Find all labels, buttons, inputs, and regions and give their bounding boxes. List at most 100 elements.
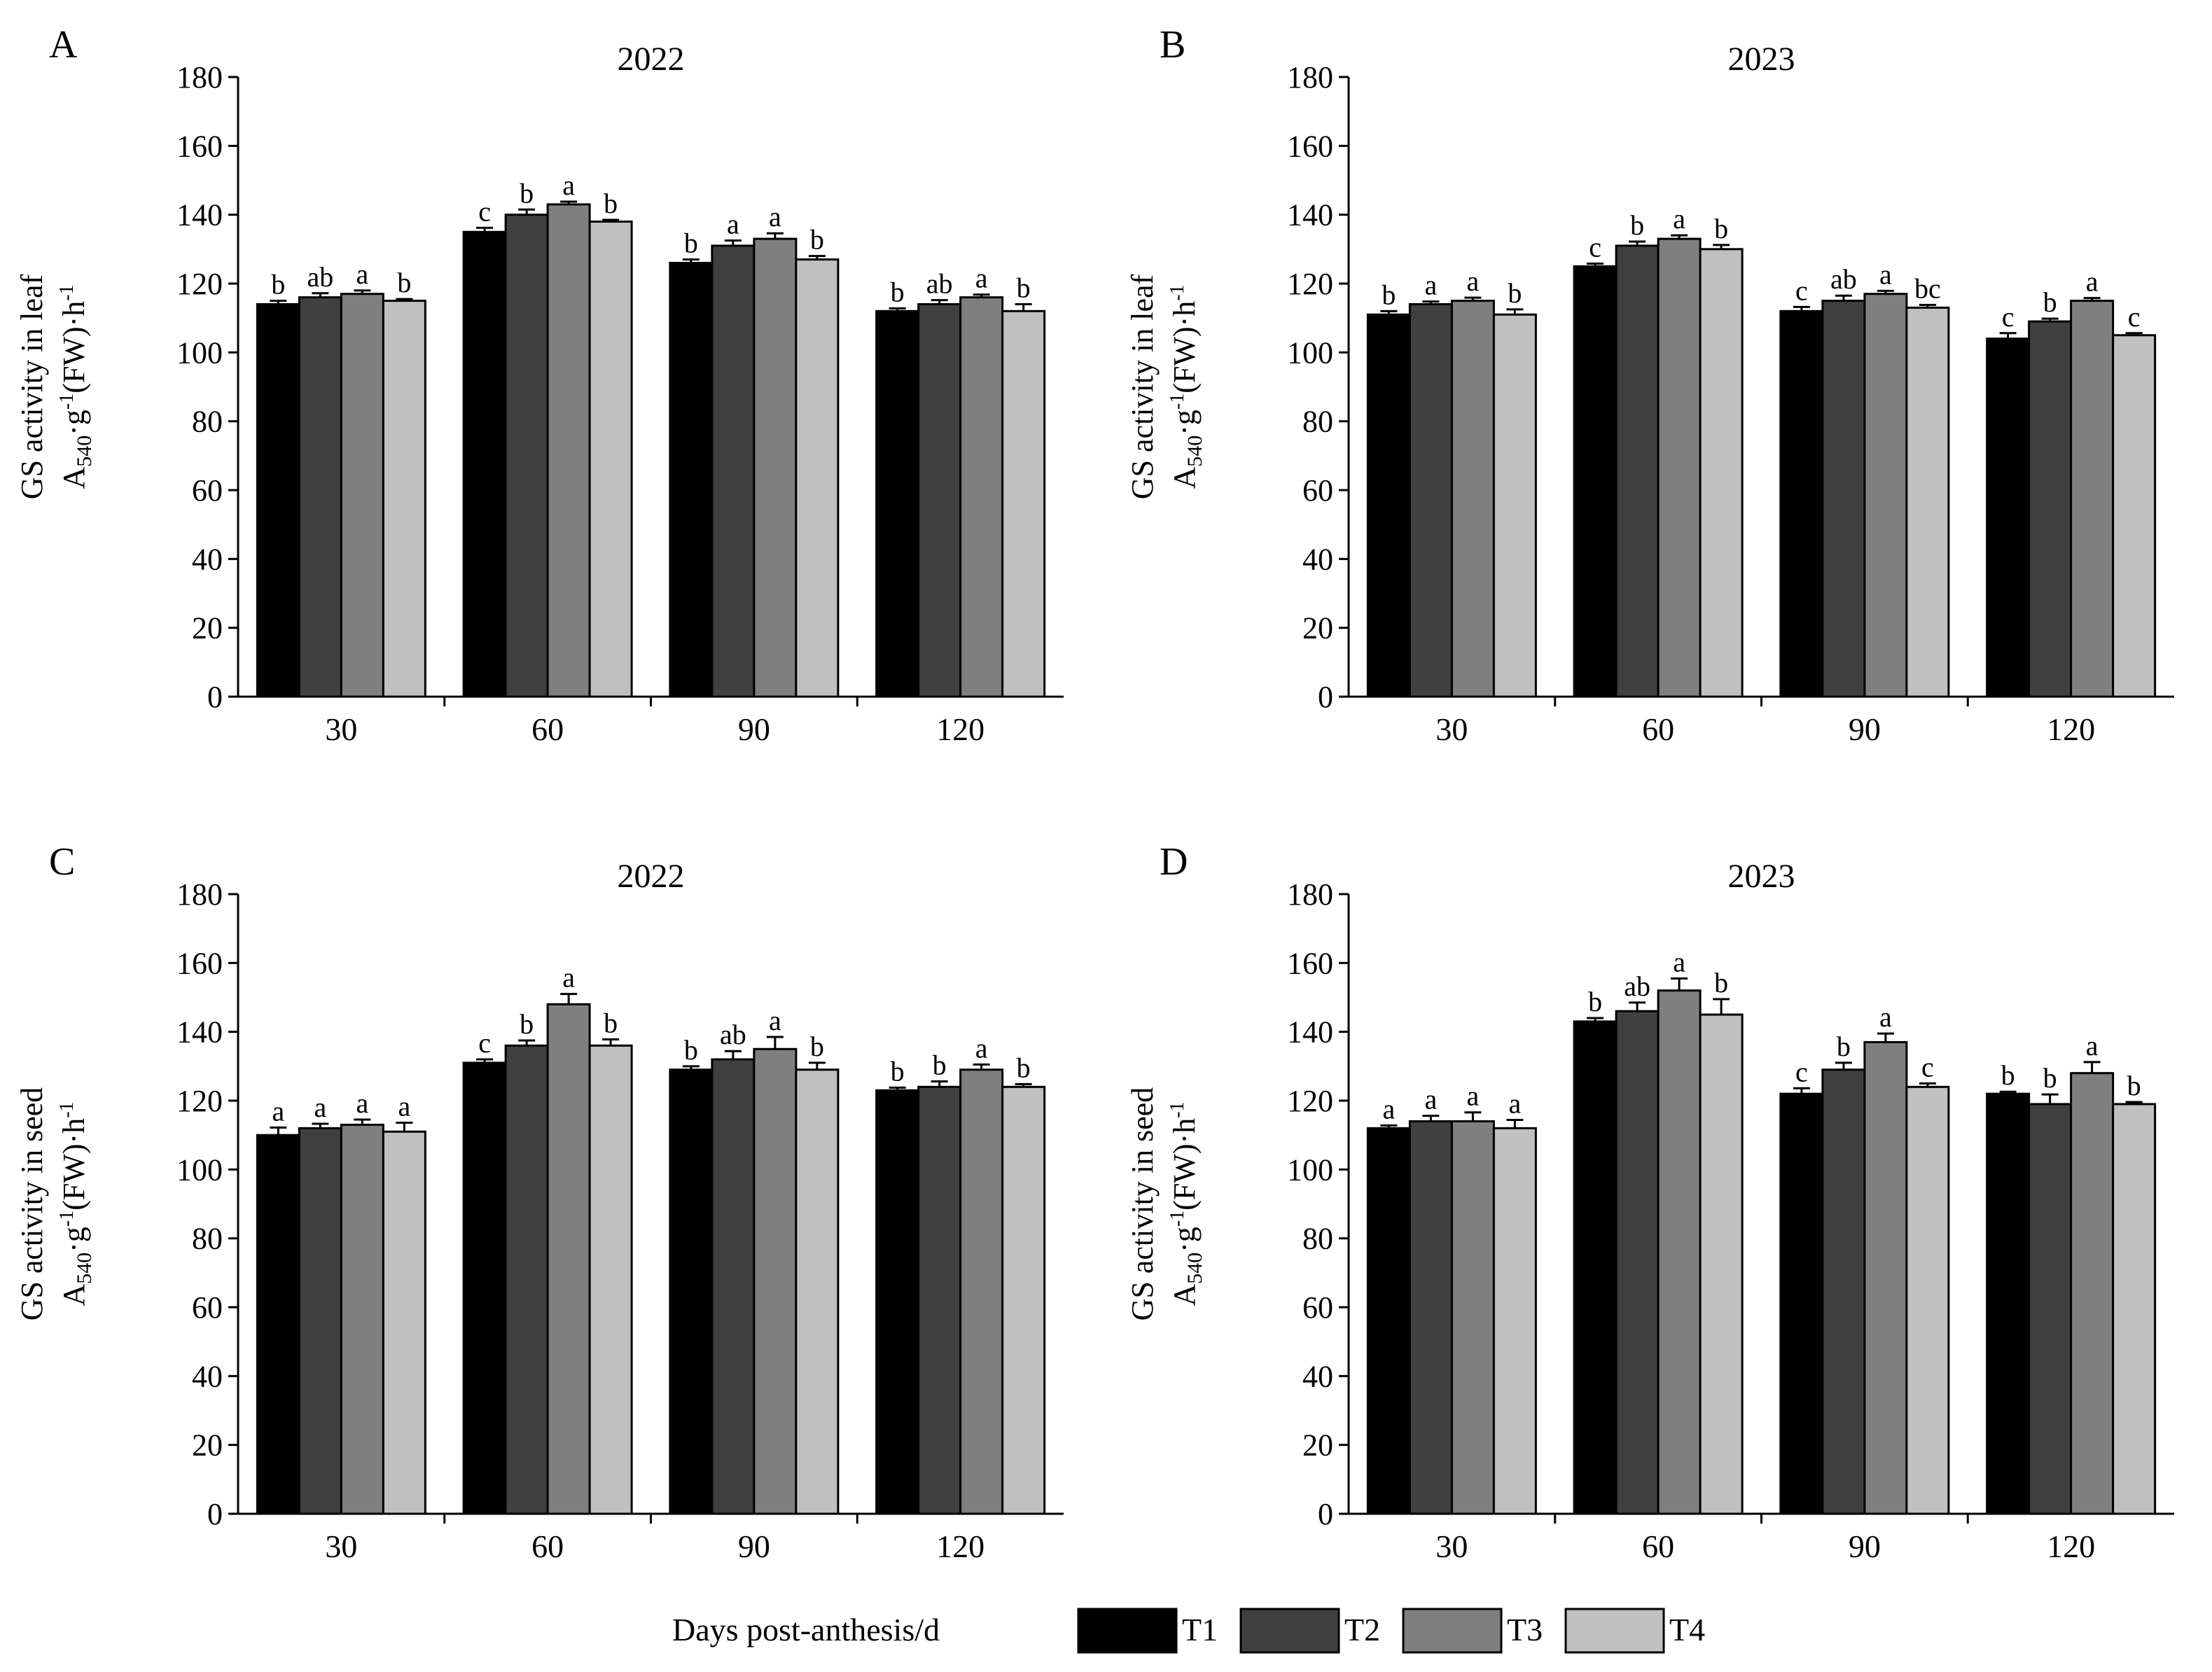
bar-d-60-t2: [1615, 1010, 1660, 1515]
y-tick-label-a-160: 160: [176, 129, 223, 163]
bar-d-90-t3: [1863, 1040, 1908, 1515]
unit-g-c: ·g: [57, 1227, 91, 1253]
x-tick-label-a-120: 120: [936, 711, 985, 747]
sig-letter-d-120-t3: a: [2086, 1030, 2099, 1061]
sig-letter-c-120-t4: b: [1017, 1052, 1031, 1083]
y-tick-label-c-40: 40: [192, 1359, 223, 1393]
unit-a-c: A: [57, 1284, 91, 1307]
sig-letter-d-30-t1: a: [1382, 1093, 1395, 1124]
unit-sub-b: 540: [1183, 436, 1206, 467]
bar-d-60-t3: [1657, 989, 1702, 1515]
bar-b-120-t3: [2070, 300, 2115, 698]
bar-b-60-t3: [1657, 237, 1702, 698]
y-tick-label-c-20: 20: [192, 1428, 223, 1463]
sig-letter-b-120-t1: c: [2002, 301, 2015, 333]
bar-a-120-t4: [1001, 309, 1046, 698]
y-tick-label-d-120: 120: [1287, 1084, 1333, 1118]
sig-letter-d-60-t1: b: [1588, 986, 1602, 1017]
legend-label-t1: T1: [1182, 1612, 1218, 1647]
bar-b-30-t1: [1366, 313, 1411, 698]
y-tick-label-b-0: 0: [1318, 680, 1333, 714]
y-tick-label-b-120: 120: [1287, 267, 1333, 301]
y-axis-label-a: GS activity in leaf: [15, 274, 49, 499]
y-tick-label-b-140: 140: [1287, 198, 1333, 232]
bar-b-30-t3: [1450, 300, 1495, 698]
y-tick-label-b-60: 60: [1302, 473, 1333, 508]
y-axis-label-b: GS activity in leaf: [1125, 274, 1160, 499]
unit-sup2-d: -1: [1167, 1101, 1188, 1117]
bar-c-60-t2: [504, 1044, 549, 1515]
unit-a-a: A: [57, 467, 91, 489]
y-tick-label-a-180: 180: [176, 60, 223, 95]
bar-b-60-t2: [1615, 244, 1660, 698]
bar-b-90-t3: [1863, 293, 1908, 698]
bar-c-90-t4: [795, 1068, 840, 1515]
sig-letter-a-90-t2: a: [727, 209, 739, 240]
x-tick-label-d-60: 60: [1642, 1528, 1674, 1564]
unit-g-b: ·g: [1167, 410, 1202, 436]
x-tick-label-c-120: 120: [936, 1528, 985, 1564]
sig-letter-b-90-t1: c: [1795, 274, 1808, 306]
unit-fw-b: (FW)·h: [1167, 301, 1202, 393]
panel-letter-b: B: [1160, 23, 1185, 67]
y-tick-label-d-0: 0: [1318, 1497, 1333, 1531]
sig-letter-b-60-t4: b: [1714, 213, 1728, 244]
y-tick-label-d-160: 160: [1287, 946, 1333, 980]
legend-swatch-t1: [1077, 1608, 1178, 1654]
y-tick-label-d-80: 80: [1302, 1222, 1333, 1256]
bar-a-60-t3: [546, 203, 591, 698]
sig-letter-d-30-t2: a: [1424, 1084, 1437, 1115]
bar-a-60-t2: [504, 214, 549, 698]
unit-sup2-b: -1: [1167, 284, 1188, 300]
y-tick-label-c-100: 100: [176, 1152, 223, 1187]
unit-sub-c: 540: [73, 1253, 96, 1284]
x-tick-label-a-60: 60: [531, 711, 564, 747]
bar-c-30-t1: [256, 1134, 300, 1515]
bar-d-90-t4: [1905, 1085, 1950, 1515]
bar-b-90-t1: [1779, 309, 1824, 698]
sig-letter-d-30-t4: a: [1508, 1088, 1521, 1120]
unit-sup1-d: -1: [1167, 1211, 1188, 1227]
x-tick-label-d-30: 30: [1435, 1528, 1468, 1564]
bar-a-120-t1: [875, 309, 920, 698]
sig-letter-d-90-t3: a: [1879, 1001, 1892, 1033]
y-tick-label-c-140: 140: [176, 1015, 223, 1050]
x-tick-label-c-90: 90: [738, 1528, 770, 1564]
panel-title-b: 2023: [1728, 41, 1795, 78]
bar-c-120-t2: [917, 1085, 962, 1515]
bar-a-30-t1: [256, 303, 300, 698]
x-tick-label-a-30: 30: [325, 711, 357, 747]
panel-letter-d: D: [1160, 840, 1188, 884]
sig-letter-a-30-t1: b: [271, 269, 285, 300]
sig-letter-b-90-t4: bc: [1914, 272, 1941, 304]
panel-title-c: 2022: [618, 858, 685, 895]
sig-letter-b-30-t3: a: [1466, 265, 1479, 297]
y-tick-label-a-80: 80: [192, 405, 223, 439]
bar-d-30-t1: [1366, 1127, 1411, 1515]
bar-d-120-t3: [2070, 1072, 2115, 1515]
bar-a-30-t2: [298, 296, 342, 698]
unit-a-b: A: [1167, 467, 1202, 489]
y-tick-label-c-80: 80: [192, 1222, 223, 1256]
sig-letter-c-30-t2: a: [314, 1092, 326, 1123]
sig-letter-c-60-t2: b: [520, 1008, 534, 1040]
unit-g-a: ·g: [57, 410, 91, 436]
y-tick-label-b-40: 40: [1302, 542, 1333, 576]
y-tick-label-d-100: 100: [1287, 1152, 1333, 1187]
bar-b-120-t4: [2112, 334, 2157, 698]
x-tick-label-b-30: 30: [1435, 711, 1468, 747]
bar-b-30-t2: [1408, 303, 1453, 698]
sig-letter-d-120-t1: b: [2001, 1059, 2015, 1091]
bar-c-30-t3: [340, 1123, 384, 1515]
bar-a-90-t4: [795, 258, 840, 698]
legend-label-t2: T2: [1344, 1612, 1380, 1647]
sig-letter-c-30-t1: a: [272, 1095, 284, 1127]
panel-c: C 2022 0 20 40 60 80 100 120 140 160 180 30 60 90 120 a c…: [15, 840, 1064, 1564]
bar-d-120-t4: [2112, 1103, 2157, 1515]
bar-b-60-t1: [1573, 265, 1618, 698]
bar-d-120-t1: [1986, 1092, 2031, 1515]
sig-letter-b-60-t3: a: [1673, 203, 1685, 235]
sig-letter-d-90-t4: c: [1921, 1051, 1934, 1082]
